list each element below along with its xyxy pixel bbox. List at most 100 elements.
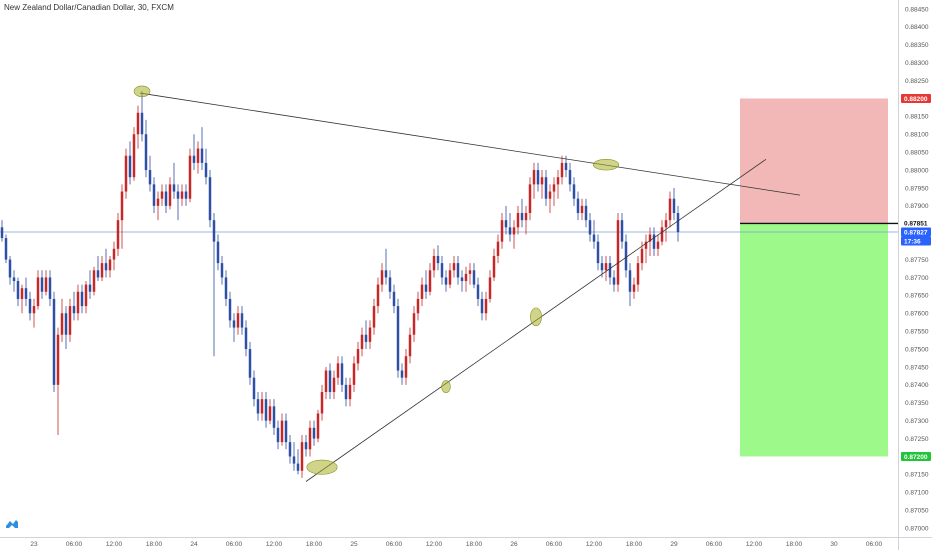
candle-body [308, 427, 312, 450]
candle [172, 162, 176, 199]
candle-body [328, 370, 332, 393]
candle-body [676, 213, 680, 232]
candle-body [8, 259, 12, 278]
highlight-ellipse[interactable] [592, 159, 620, 171]
candle-body [48, 277, 52, 299]
candle [44, 270, 48, 296]
candle [584, 198, 588, 228]
candle [376, 277, 380, 314]
time-axis[interactable]: 23 06:00 12:00 18:00 24 06:00 12:00 18:00 25 06:0… [30, 541, 882, 548]
candle [272, 399, 276, 435]
candle-body [112, 248, 116, 260]
stop-loss-zone[interactable] [740, 98, 888, 224]
candle-body [272, 406, 276, 428]
candle [264, 392, 268, 428]
candle [524, 205, 528, 235]
highlight-ellipse[interactable] [133, 85, 151, 97]
candle-body [584, 205, 588, 221]
candle-body [284, 420, 288, 443]
candle [156, 191, 160, 221]
candle [348, 377, 352, 407]
price-axis[interactable]: 0.88450 0.88400 0.88350 0.88300 0.88250 0.881… [905, 6, 929, 532]
candle [552, 177, 556, 206]
candle [484, 291, 488, 321]
price-tick-label: 0.87950 [905, 185, 929, 192]
highlight-markers[interactable] [133, 85, 620, 475]
candle [532, 162, 536, 199]
candle [512, 220, 516, 249]
candle-body [296, 463, 300, 471]
candle-body [356, 349, 360, 364]
highlight-ellipse[interactable] [306, 459, 338, 475]
candle-body [568, 170, 572, 185]
candle-body [648, 234, 652, 242]
candle [268, 399, 272, 425]
candle-body [44, 277, 48, 292]
candle-body [68, 306, 72, 335]
candle [492, 248, 496, 282]
candle [472, 263, 476, 289]
candle-body [348, 384, 352, 400]
candle-body [256, 399, 260, 414]
price-tick-label: 0.87550 [905, 328, 929, 335]
candle [548, 184, 552, 214]
candle-body [500, 220, 504, 242]
candle [284, 413, 288, 450]
candle-body [340, 363, 344, 385]
candle-body [520, 213, 524, 221]
candle-body [16, 281, 20, 299]
time-tick-label: 29 [670, 541, 678, 548]
candle-body [576, 198, 580, 214]
candle [184, 184, 188, 206]
take-profit-zone[interactable] [740, 223, 888, 457]
candle-body [604, 263, 608, 271]
candle [624, 234, 628, 278]
risk-reward-tool[interactable] [740, 98, 898, 457]
candle [308, 420, 312, 457]
price-tick-label: 0.88450 [905, 6, 929, 13]
candle [460, 270, 464, 292]
resistance-trendline[interactable] [139, 92, 801, 196]
candle-body [404, 356, 408, 378]
candle [68, 298, 72, 342]
candle-body [24, 288, 28, 299]
price-tick-label: 0.87050 [905, 507, 929, 514]
time-tick-label: 18:00 [626, 541, 643, 548]
candle [592, 220, 596, 249]
candle-body [488, 277, 492, 299]
candle [396, 298, 400, 378]
highlight-ellipse[interactable] [530, 307, 542, 327]
candlestick-series [0, 91, 680, 478]
candle [368, 320, 372, 350]
candle [196, 141, 200, 174]
candle [408, 327, 412, 364]
highlight-ellipse[interactable] [441, 380, 451, 394]
candle [152, 177, 156, 214]
tradingview-logo-icon[interactable] [6, 520, 18, 528]
candle-body [152, 184, 156, 206]
candle-body [120, 191, 124, 221]
candle [236, 306, 240, 335]
candle [416, 291, 420, 321]
countdown-tag: 17:36 [901, 236, 931, 246]
candle [648, 227, 652, 256]
candle-body [12, 277, 16, 282]
candle [352, 356, 356, 393]
candle [276, 420, 280, 450]
candle [64, 306, 68, 350]
candle-body [352, 363, 356, 385]
candle-body [228, 298, 232, 321]
candle [664, 213, 668, 242]
candle [144, 119, 148, 178]
time-tick-label: 18:00 [306, 541, 323, 548]
candle [636, 255, 640, 292]
candle-body [132, 134, 136, 178]
candle-body [76, 291, 80, 314]
last-price-tag-text: 0.87851 [904, 221, 928, 228]
time-tick-label: 18:00 [466, 541, 483, 548]
candle [208, 170, 212, 228]
candle-body [104, 263, 108, 271]
candle [400, 363, 404, 385]
candle-body [556, 177, 560, 185]
